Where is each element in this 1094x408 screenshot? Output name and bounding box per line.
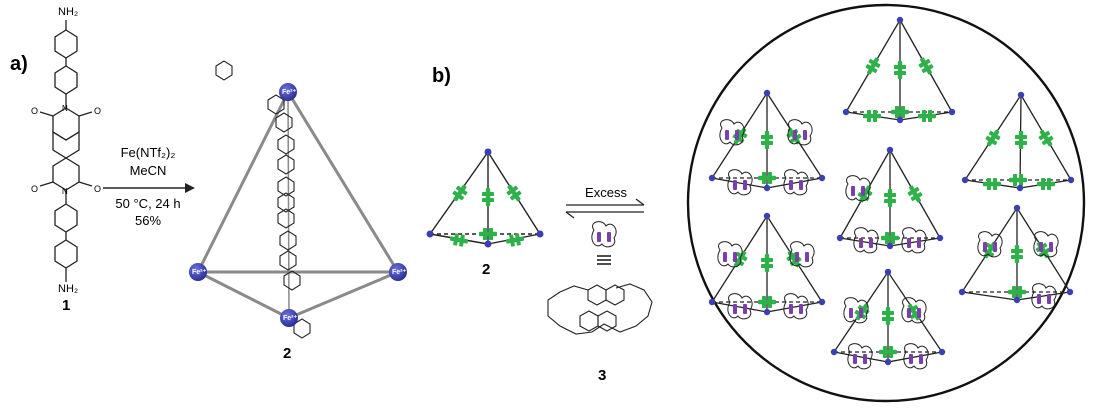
imide-n-1: N — [62, 104, 68, 113]
ligand-1-structure — [39, 20, 93, 282]
equilibrium-arrows — [565, 198, 645, 219]
fe-label-top: Fe²⁺ — [282, 89, 297, 96]
carbonyl-o-4: O — [31, 184, 38, 194]
ndi-unit — [983, 178, 1001, 190]
solvent-label: MeCN — [129, 163, 167, 178]
compound-label-3: 3 — [598, 367, 607, 384]
fe-node-left — [189, 263, 207, 281]
crown-ether-icon — [727, 293, 753, 320]
fe-node-right — [389, 263, 407, 281]
carbonyl-o-3: O — [94, 184, 101, 194]
cage-vertices — [708, 16, 1075, 366]
carbonyl-o-1: O — [94, 106, 101, 116]
fe-node-bottom — [280, 309, 298, 327]
panel-label-b: b) — [432, 65, 451, 87]
crown-ether-icon — [727, 169, 753, 196]
fe-label-right: Fe²⁺ — [392, 269, 407, 276]
fe-label-left: Fe²⁺ — [192, 269, 207, 276]
cage-2-framework — [196, 91, 400, 320]
ndi-unit — [1011, 245, 1023, 263]
assembly-circle — [686, 3, 1086, 403]
ndi-unit — [503, 182, 525, 204]
compound-label-2-schematic: 2 — [482, 261, 491, 278]
ndi-unit — [916, 55, 936, 77]
reaction-arrow — [103, 183, 195, 193]
schematic-vertices — [426, 148, 544, 248]
ndi-unit — [761, 131, 773, 149]
panel-label-a: a) — [10, 53, 28, 75]
reagent-label: Fe(NTf₂)₂ — [120, 145, 176, 160]
macrocycle-3-structure — [547, 283, 653, 335]
ndi-unit — [894, 61, 906, 79]
nh2-label-bottom: NH₂ — [58, 283, 79, 295]
ndi-unit — [1009, 174, 1027, 186]
equivalence-bars — [597, 255, 611, 265]
ndi-unit — [505, 232, 525, 248]
crown-ether-icon — [591, 221, 617, 248]
ndi-unit — [761, 254, 773, 272]
compound-label-2: 2 — [283, 345, 292, 362]
ndi-unit — [884, 189, 896, 207]
cage-2-ligand — [215, 60, 311, 339]
carbonyl-o-2: O — [31, 106, 38, 116]
nh2-label-top: NH₂ — [58, 6, 79, 18]
ndi-unit — [905, 183, 925, 205]
fe-label-bottom: Fe²⁺ — [283, 315, 298, 322]
ndi-unit — [882, 307, 894, 325]
ndi-unit — [863, 110, 881, 122]
compound-label-1: 1 — [62, 297, 71, 314]
ndi-unit — [482, 188, 494, 206]
equilibrium-label: Excess — [585, 185, 627, 200]
fe-node-top — [279, 83, 297, 101]
ndi-unit — [1015, 131, 1027, 149]
ndi-unit — [784, 248, 804, 270]
ndi-unit — [449, 232, 469, 248]
yield-label: 56% — [134, 213, 162, 228]
ndi-unit — [863, 55, 883, 77]
imide-n-2: N — [62, 187, 68, 196]
ndi-unit — [983, 127, 1003, 149]
temp-time-label: 50 °C, 24 h — [115, 196, 181, 211]
ndi-unit — [1036, 127, 1056, 149]
